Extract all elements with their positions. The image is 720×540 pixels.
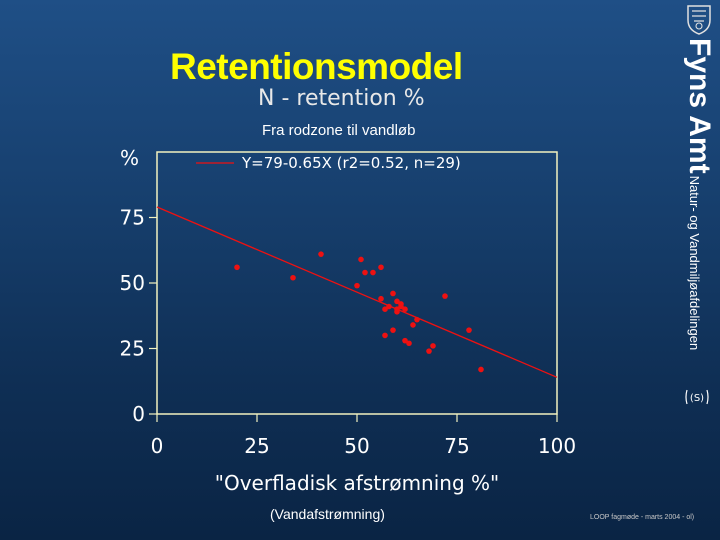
data-point (378, 264, 384, 271)
data-point (318, 251, 324, 257)
route-label: Fra rodzone til vandløb (262, 122, 416, 139)
slide-title: Retentionsmodel (170, 46, 463, 87)
mark-label: (S) (690, 393, 704, 404)
data-point (394, 309, 400, 315)
chart-subtitle: N - retention % (258, 86, 425, 111)
data-point (406, 340, 412, 347)
y-tick-label: 75 (120, 206, 145, 230)
data-point (478, 366, 484, 373)
data-point (370, 269, 376, 276)
y-tick-label: 50 (120, 271, 145, 295)
y-tick-label: 0 (132, 402, 145, 426)
data-point (354, 282, 360, 289)
data-point (382, 306, 388, 313)
regression-line (156, 206, 558, 378)
data-point (382, 332, 388, 339)
data-point (394, 298, 400, 305)
data-point (234, 264, 240, 271)
chart-caption: (Vandafstrømning) (270, 506, 385, 522)
coat-of-arms-icon (687, 5, 711, 35)
data-points (234, 251, 484, 373)
data-point (410, 322, 416, 328)
brand-department: Natur- og Vandmiljøafdelingen (687, 175, 702, 351)
data-point (398, 303, 404, 310)
x-tick-label: 50 (344, 434, 369, 458)
data-point (358, 256, 364, 263)
data-point (466, 327, 472, 333)
brand-sidebar: Fyns AmtNatur- og Vandmiljøafdelingen (676, 38, 716, 378)
y-axis-label: % (120, 146, 139, 170)
x-tick-label: 0 (151, 434, 164, 458)
y-tick-label: 25 (120, 337, 145, 361)
axis-ticks: 0 25 50 75 0 25 50 75 100 (120, 206, 577, 459)
x-axis-label: "Overfladisk afstrømning %" (215, 471, 499, 495)
hand-mark-icon: (S) (685, 389, 709, 405)
data-point (378, 295, 384, 302)
x-tick-label: 75 (444, 434, 469, 458)
legend-label: Y=79-0.65X (r2=0.52, n=29) (241, 154, 461, 172)
data-point (362, 269, 368, 276)
data-point (442, 293, 448, 299)
data-point (386, 303, 392, 310)
data-point (290, 274, 296, 281)
brand-name: Fyns Amt (683, 38, 716, 174)
x-tick-label: 100 (538, 434, 576, 458)
data-point (430, 343, 436, 349)
x-tick-label: 25 (244, 434, 269, 458)
data-point (390, 327, 396, 333)
data-point (402, 306, 408, 313)
data-point (426, 348, 432, 354)
data-point (402, 337, 408, 344)
data-point (414, 316, 420, 323)
footer-note: LOOP fagmøde - marts 2004 - ol) (590, 514, 695, 521)
data-point (390, 290, 396, 297)
